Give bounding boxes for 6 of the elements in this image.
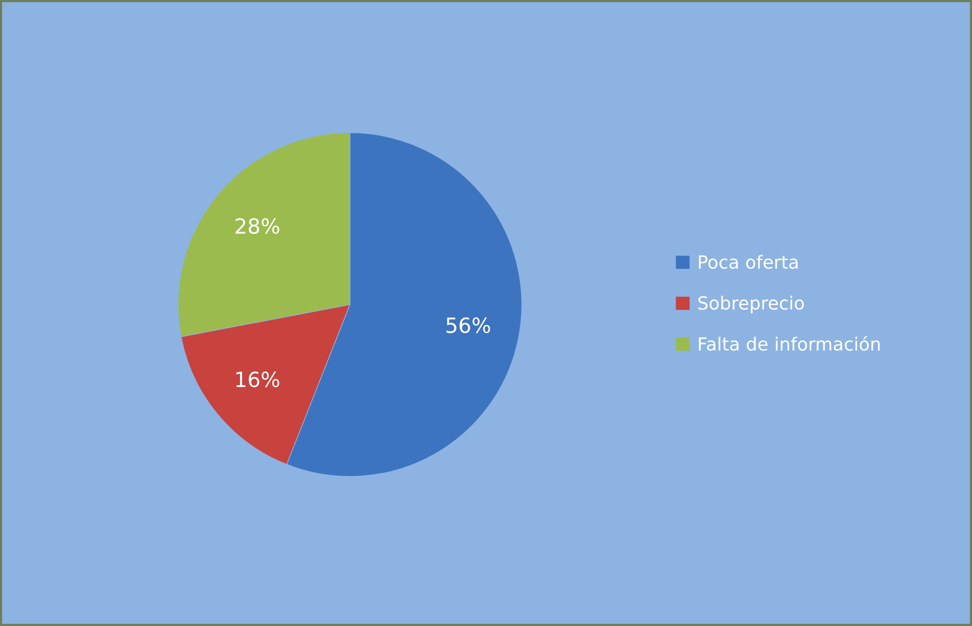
legend-label: Sobreprecio xyxy=(698,296,804,314)
legend-label: Poca oferta xyxy=(698,254,798,269)
data-label: 56% xyxy=(446,317,490,334)
data-label: 16% xyxy=(236,372,280,388)
legend-label: Falta de información xyxy=(698,336,880,351)
data-label: 28% xyxy=(236,218,280,234)
